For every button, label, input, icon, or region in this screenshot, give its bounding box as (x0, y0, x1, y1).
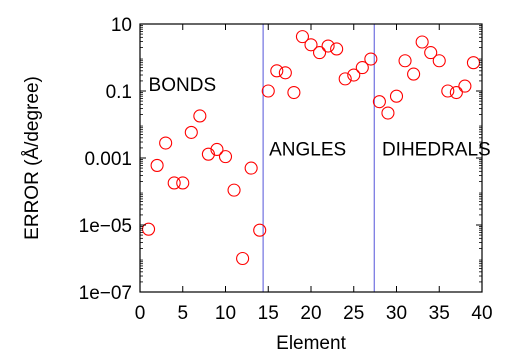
x-tick-label: 30 (386, 303, 407, 324)
annotation-angles: ANGLES (269, 139, 346, 160)
data-point (176, 176, 190, 190)
data-point (218, 150, 233, 164)
section-dividers (262, 24, 375, 292)
annotation-dihedrals: DIHEDRALS (382, 139, 491, 160)
data-point (150, 158, 164, 172)
x-tick-label: 15 (258, 303, 279, 324)
data-point (338, 72, 352, 86)
y-tick-label: 10 (111, 15, 132, 36)
data-point (201, 147, 215, 161)
data-point (364, 52, 378, 66)
data-point (287, 85, 301, 100)
data-point (449, 85, 463, 100)
data-point (389, 89, 404, 103)
x-tick-label: 10 (215, 303, 236, 324)
y-tick-label: 0.001 (84, 149, 132, 170)
data-point (424, 46, 438, 60)
data-point (167, 176, 181, 190)
section-annotations: BONDS ANGLES DIHEDRALS (149, 75, 491, 160)
data-point (142, 222, 156, 236)
data-point (415, 35, 429, 49)
data-point (278, 66, 292, 80)
data-point (227, 183, 241, 197)
x-tick-label: 0 (135, 303, 146, 324)
y-axis-label: ERROR (Å/degree) (22, 76, 43, 240)
x-axis-ticks: 0 5 10 15 20 25 30 35 40 (135, 24, 493, 324)
data-point (244, 161, 258, 175)
data-point (261, 84, 275, 98)
y-tick-label: 1e−07 (79, 283, 132, 304)
data-point (295, 30, 310, 44)
plot-area (140, 24, 482, 292)
data-point (381, 106, 395, 120)
data-point (312, 46, 327, 60)
data-point (407, 67, 421, 81)
data-point (321, 39, 335, 53)
data-point (355, 61, 369, 75)
data-point (398, 54, 412, 68)
data-point (270, 64, 284, 78)
x-tick-label: 35 (429, 303, 450, 324)
y-axis-ticks: 1e−07 1e−05 0.001 0.1 10 (79, 15, 482, 304)
data-point (441, 84, 455, 98)
data-points (142, 30, 481, 266)
data-point (253, 223, 267, 237)
data-point (193, 109, 207, 123)
data-point (159, 136, 173, 150)
data-point (372, 95, 386, 109)
x-tick-label: 5 (177, 303, 188, 324)
data-point (236, 251, 250, 266)
y-tick-label: 1e−05 (79, 216, 132, 237)
data-point (432, 54, 446, 68)
x-tick-label: 25 (343, 303, 364, 324)
x-axis-label: Element (276, 333, 346, 354)
data-point (347, 68, 361, 82)
y-tick-label: 0.1 (106, 82, 132, 103)
data-point (210, 142, 224, 156)
data-point (304, 38, 318, 52)
data-point (184, 125, 198, 139)
x-tick-label: 40 (471, 303, 492, 324)
x-tick-label: 20 (300, 303, 321, 324)
data-point (458, 79, 472, 93)
data-point (330, 42, 344, 56)
annotation-bonds: BONDS (149, 75, 217, 96)
